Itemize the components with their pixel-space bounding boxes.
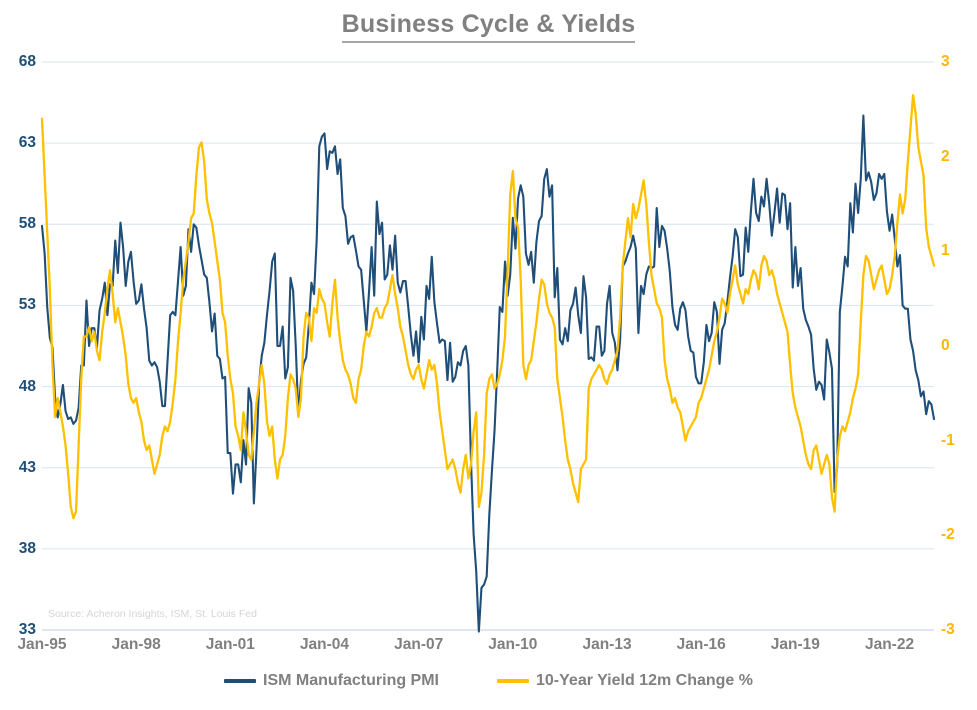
x-axis-tick-4: Jan-07 [394,636,444,653]
left-axis-tick-0: 68 [18,53,36,70]
left-axis-tick-6: 38 [18,539,36,557]
left-axis-tick-4: 48 [18,377,36,395]
left-axis-tick-5: 43 [18,458,36,476]
right-axis-tick-4: -1 [941,431,955,449]
legend-label-pmi: ISM Manufacturing PMI [263,672,439,689]
right-axis-tick-2: 1 [941,242,950,260]
x-axis-tick-9: Jan-22 [864,636,915,653]
x-axis: Jan-95 Jan-98 Jan-01 Jan-04 Jan-07 Jan-10 Jan-… [0,636,977,662]
x-axis-tick-6: Jan-13 [582,636,632,653]
left-axis-tick-2: 58 [18,215,36,233]
x-axis-tick-7: Jan-16 [676,636,726,653]
legend-swatch-yield [497,679,529,683]
left-axis-tick-1: 63 [18,134,36,152]
source-note: Source: Acheron Insights, ISM, St. Louis… [48,608,257,620]
x-axis-tick-1: Jan-98 [111,636,161,653]
right-axis: 3 2 1 0 -1 -2 -3 [941,0,977,710]
left-axis: 68 63 58 53 48 43 38 33 [0,0,36,710]
x-axis-tick-5: Jan-10 [488,636,538,653]
legend-item-yield[interactable]: 10-Year Yield 12m Change % [497,672,753,690]
series-line-pmi [40,114,936,633]
x-axis-tick-8: Jan-19 [770,636,820,653]
legend-item-pmi[interactable]: ISM Manufacturing PMI [224,672,439,690]
chart-legend: ISM Manufacturing PMI 10-Year Yield 12m … [0,672,977,690]
legend-swatch-pmi [224,679,256,683]
right-axis-tick-3: 0 [941,337,950,354]
x-axis-tick-3: Jan-04 [299,636,350,653]
chart-title-text: Business Cycle & Yields [341,10,636,43]
series-line-yield [40,93,936,520]
x-axis-tick-0: Jan-95 [17,636,67,653]
right-axis-tick-0: 3 [941,53,950,70]
x-axis-tick-2: Jan-01 [205,636,255,653]
right-axis-tick-1: 2 [941,147,950,165]
left-axis-tick-7: 33 [18,621,36,638]
page-title: Business Cycle & Yields [0,10,977,43]
right-axis-tick-5: -2 [941,526,955,544]
series-group [40,93,936,633]
right-axis-tick-6: -3 [941,621,955,638]
legend-label-yield: 10-Year Yield 12m Change % [536,672,753,689]
left-axis-tick-3: 53 [18,296,36,314]
